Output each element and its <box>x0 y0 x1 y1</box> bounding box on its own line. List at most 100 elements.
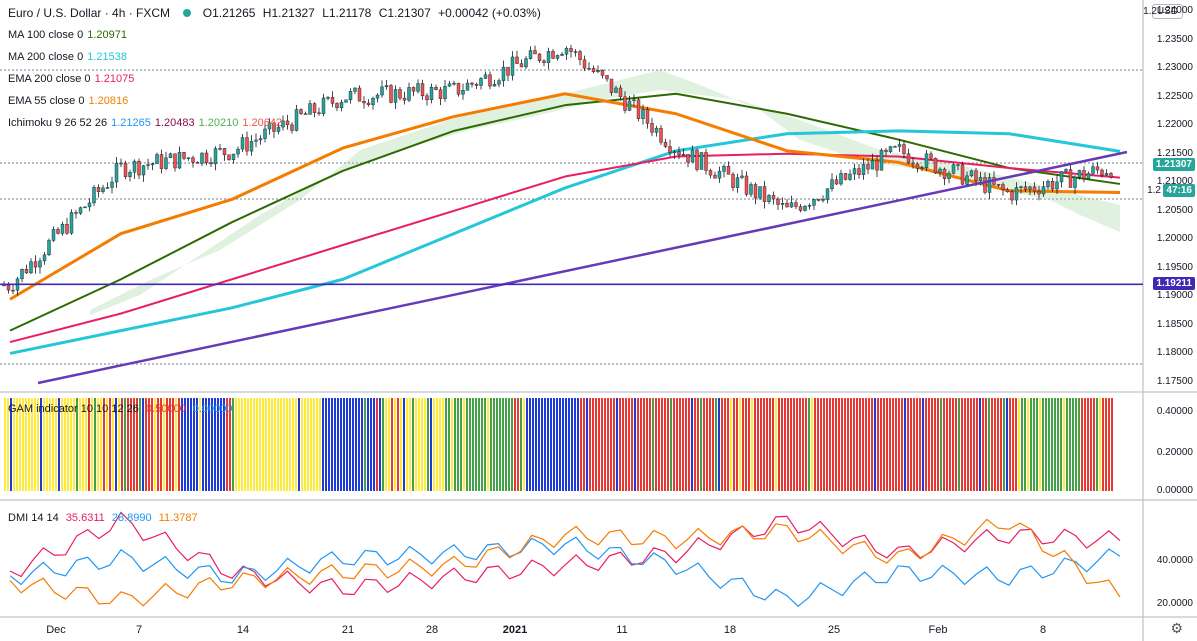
gam-bar <box>1009 398 1011 491</box>
gam-bar <box>28 398 30 491</box>
candle <box>20 268 24 283</box>
gam-bar <box>715 398 717 491</box>
candle-body <box>1014 187 1019 201</box>
indicator-legend-row[interactable]: MA 100 close 0 1.20971 <box>8 28 131 42</box>
gam-bar <box>934 398 936 491</box>
gam-bar <box>727 398 729 491</box>
candle-body <box>141 165 146 176</box>
gam-bar <box>73 398 75 491</box>
gam-bar <box>595 398 597 491</box>
candle-body <box>276 126 281 132</box>
gam-bar <box>835 398 837 491</box>
candle <box>407 82 411 103</box>
gam-bar <box>556 398 558 491</box>
gam-bar <box>610 398 612 491</box>
candle <box>141 165 146 182</box>
indicator-legend-row[interactable]: EMA 55 close 0 1.20816 <box>8 94 132 108</box>
candle <box>308 100 312 115</box>
gear-icon[interactable]: ⚙ <box>1170 620 1183 636</box>
gam-bar <box>535 398 537 491</box>
candle <box>420 79 425 100</box>
candle-body <box>425 95 429 101</box>
candle <box>969 169 974 178</box>
gam-bar <box>40 398 42 491</box>
gam-bar <box>568 398 570 491</box>
gam-bar <box>754 398 756 491</box>
candle <box>1028 185 1032 196</box>
gam-bar <box>1081 398 1083 491</box>
candle-body <box>987 177 992 193</box>
gam-bar <box>1072 398 1074 491</box>
candle <box>533 45 537 55</box>
currency-button[interactable]: USD <box>1151 4 1183 19</box>
indicator-legend-row[interactable]: EMA 200 close 0 1.21075 <box>8 72 138 86</box>
gam-bar <box>511 398 513 491</box>
gam-bar <box>307 398 309 491</box>
gam-bar <box>847 398 849 491</box>
gam-bar <box>793 398 795 491</box>
candle <box>938 167 942 177</box>
candle <box>744 171 749 197</box>
candle-body <box>83 206 87 209</box>
gam-bar <box>103 398 105 491</box>
candle <box>848 169 852 181</box>
gam-bar <box>1102 398 1104 491</box>
candle <box>650 117 654 137</box>
candle-body <box>290 124 294 131</box>
gam-bar <box>475 398 477 491</box>
gam-bar <box>115 398 117 491</box>
candle <box>209 157 213 167</box>
gam-bar <box>313 398 315 491</box>
candle-body <box>249 141 254 152</box>
candle <box>443 79 447 102</box>
candle-body <box>470 82 474 85</box>
candle-body <box>366 102 371 105</box>
candle <box>1068 164 1073 188</box>
candle-body <box>1109 173 1113 178</box>
gam-bar <box>412 398 414 491</box>
candle-body <box>357 87 362 102</box>
gam-bar <box>436 398 438 491</box>
gam-bar <box>274 398 276 491</box>
candle-body <box>218 148 222 150</box>
gam-bar <box>442 398 444 491</box>
gam-bar <box>91 398 93 491</box>
candle-body <box>659 127 663 143</box>
candle-body <box>330 97 335 104</box>
candle-body <box>479 78 483 86</box>
candle-body <box>146 164 150 166</box>
indicator-legend-row[interactable]: Ichimoku 9 26 52 26 1.21265 1.20483 1.20210… <box>8 116 286 130</box>
gam-bar <box>784 398 786 491</box>
gam-tick: 0.00000 <box>1156 485 1193 496</box>
candle-body <box>303 113 308 115</box>
candle-body <box>240 137 245 150</box>
price-tick: 1.23000 <box>1156 62 1193 74</box>
candle-body <box>375 94 380 99</box>
candle <box>965 171 969 188</box>
candle-body <box>785 203 789 208</box>
gam-bar <box>109 398 111 491</box>
gam-bar <box>853 398 855 491</box>
gam-bar <box>508 398 510 491</box>
gam-bar <box>457 398 459 491</box>
candle <box>11 284 15 295</box>
gam-bar <box>772 398 774 491</box>
candle-body <box>78 207 83 214</box>
gam-value-a: 0.50000 <box>145 403 186 415</box>
candle-body <box>231 153 236 160</box>
gam-bar <box>628 398 630 491</box>
gam-bar <box>229 398 231 491</box>
candle-body <box>969 170 974 177</box>
candle-body <box>1077 170 1082 178</box>
indicator-legend-row[interactable]: MA 200 close 0 1.21538 <box>8 50 131 64</box>
candle-body <box>632 99 636 102</box>
candle <box>254 133 258 148</box>
candle <box>614 85 618 93</box>
gam-bar <box>679 398 681 491</box>
candle <box>1059 171 1064 188</box>
gam-bar <box>661 398 663 491</box>
candle-body <box>852 168 857 175</box>
candle-body <box>807 205 812 207</box>
gam-bar <box>889 398 891 491</box>
